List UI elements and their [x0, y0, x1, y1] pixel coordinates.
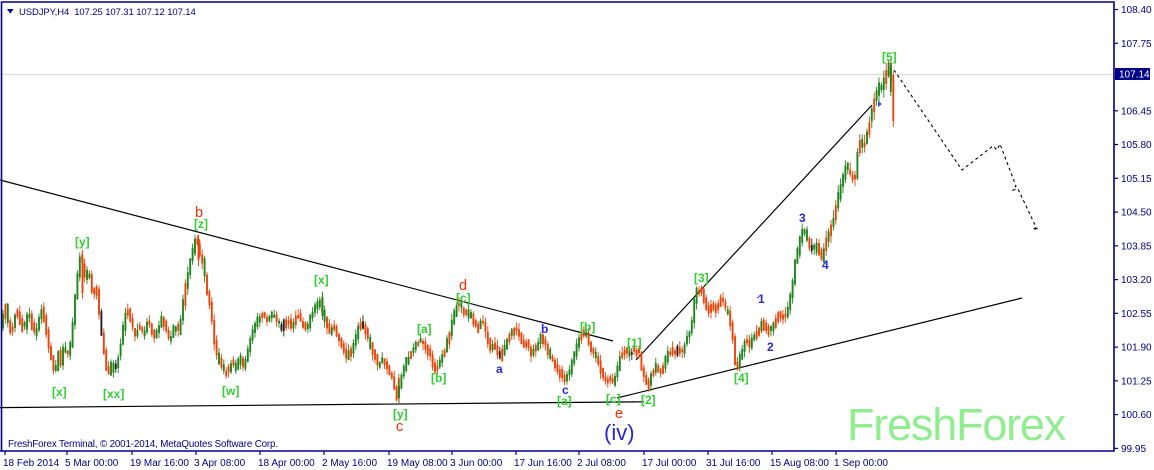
svg-text:[a]: [a] [417, 322, 432, 336]
svg-text:103.85: 103.85 [1121, 241, 1152, 252]
svg-text:106.45: 106.45 [1121, 106, 1152, 117]
svg-text:17 Jul 00:00: 17 Jul 00:00 [642, 458, 697, 469]
svg-text:105.80: 105.80 [1121, 140, 1152, 151]
svg-text:a: a [496, 362, 503, 376]
svg-text:FreshForex: FreshForex [847, 399, 1067, 450]
svg-text:USDJPY,H4 107.25 107.31 107.1: USDJPY,H4 107.25 107.31 107.12 107.14 [19, 7, 196, 18]
svg-text:103.20: 103.20 [1121, 275, 1152, 286]
svg-text:4: 4 [822, 258, 829, 272]
svg-text:b: b [195, 205, 203, 221]
svg-text:100.60: 100.60 [1121, 410, 1152, 421]
svg-text:102.55: 102.55 [1121, 309, 1152, 320]
svg-text:[c]: [c] [606, 392, 621, 406]
svg-text:17 Jun 16:00: 17 Jun 16:00 [514, 458, 572, 469]
svg-text:18 Feb 2014: 18 Feb 2014 [3, 458, 60, 469]
svg-text:[x]: [x] [314, 273, 329, 287]
svg-text:19 May 08:00: 19 May 08:00 [387, 458, 448, 469]
svg-text:[x]: [x] [52, 385, 67, 399]
svg-text:2 Jul 08:00: 2 Jul 08:00 [577, 458, 626, 469]
svg-text:99.95: 99.95 [1121, 444, 1146, 455]
svg-text:[5]: [5] [882, 50, 897, 64]
svg-text:e: e [615, 406, 623, 422]
svg-text:[w]: [w] [222, 384, 239, 398]
svg-text:[xx]: [xx] [103, 387, 124, 401]
svg-text:FreshForex Terminal, © 2001-20: FreshForex Terminal, © 2001-2014, MetaQu… [8, 439, 278, 450]
svg-text:101.90: 101.90 [1121, 343, 1152, 354]
svg-text:[a]: [a] [557, 394, 572, 408]
svg-text:[2]: [2] [641, 393, 656, 407]
svg-text:2: 2 [767, 340, 774, 354]
svg-text:18 Apr 00:00: 18 Apr 00:00 [258, 458, 315, 469]
svg-text:[c]: [c] [456, 291, 471, 305]
svg-text:[y]: [y] [75, 235, 90, 249]
svg-text:[b]: [b] [431, 371, 446, 385]
svg-text:108.40: 108.40 [1121, 5, 1152, 16]
svg-text:1 Sep 00:00: 1 Sep 00:00 [834, 458, 888, 469]
svg-text:d: d [459, 278, 467, 294]
svg-text:15 Aug 08:00: 15 Aug 08:00 [770, 458, 829, 469]
svg-text:31 Jul 16:00: 31 Jul 16:00 [706, 458, 761, 469]
svg-text:107.14: 107.14 [1119, 70, 1150, 81]
svg-text:5 Mar 00:00: 5 Mar 00:00 [65, 458, 119, 469]
svg-text:3: 3 [799, 211, 806, 225]
svg-text:104.50: 104.50 [1121, 208, 1152, 219]
svg-text:(iv): (iv) [604, 420, 635, 445]
svg-text:[b]: [b] [580, 320, 595, 334]
svg-text:107.75: 107.75 [1121, 39, 1152, 50]
svg-text:c: c [562, 383, 569, 397]
svg-text:[y]: [y] [393, 407, 408, 421]
svg-text:19 Mar 16:00: 19 Mar 16:00 [130, 458, 189, 469]
svg-text:2 May 16:00: 2 May 16:00 [322, 458, 377, 469]
svg-text:[3]: [3] [694, 271, 709, 285]
svg-text:[4]: [4] [734, 371, 749, 385]
svg-text:1: 1 [758, 292, 765, 306]
svg-text:3 Apr 08:00: 3 Apr 08:00 [194, 458, 246, 469]
svg-text:b: b [541, 322, 548, 336]
svg-text:c: c [396, 419, 403, 435]
svg-text:3 Jun 00:00: 3 Jun 00:00 [450, 458, 503, 469]
svg-text:105.15: 105.15 [1121, 174, 1152, 185]
svg-text:[1]: [1] [627, 336, 642, 350]
svg-text:[z]: [z] [194, 217, 208, 231]
svg-text:101.25: 101.25 [1121, 376, 1152, 387]
